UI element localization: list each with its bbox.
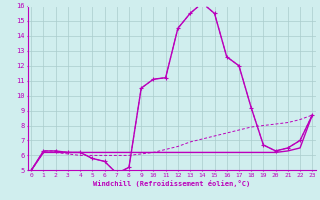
X-axis label: Windchill (Refroidissement éolien,°C): Windchill (Refroidissement éolien,°C) (93, 180, 250, 187)
